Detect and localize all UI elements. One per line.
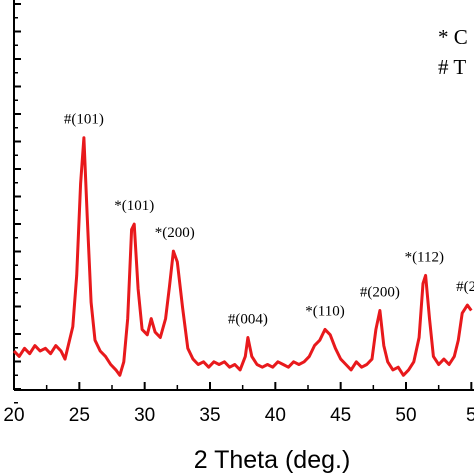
peak-label: *(200): [155, 225, 195, 241]
legend-entry: * C: [438, 25, 468, 49]
x-axis-title: 2 Theta (deg.): [194, 446, 351, 474]
x-tick-label: 25: [69, 405, 90, 426]
peak-label: #(2: [456, 279, 474, 295]
peak-label: *(112): [405, 249, 444, 265]
x-tick-label: 30: [134, 405, 155, 426]
plot-area: [12, 136, 473, 377]
legend: * C # T: [438, 25, 468, 79]
x-tick-label: 50: [395, 405, 416, 426]
peak-label: #(004): [228, 312, 268, 328]
xrd-series-line: [12, 136, 473, 377]
x-tick-label: 5: [466, 405, 474, 426]
peak-label: *(101): [114, 198, 154, 214]
ticks: 20 25 30 35 40 45 50 5: [3, 3, 474, 426]
peak-label: *(110): [305, 303, 344, 319]
legend-entry: # T: [438, 55, 466, 79]
peak-label: #(101): [64, 112, 104, 128]
peak-labels: #(101) *(101)*(200) #(004) *(110) #(200) *(11…: [64, 112, 474, 328]
peak-label: #(200): [360, 285, 400, 301]
x-tick-label: 45: [330, 405, 351, 426]
x-tick-label: 20: [3, 405, 24, 426]
x-tick-label: 35: [199, 405, 220, 426]
x-tick-label: 40: [265, 405, 286, 426]
axes: [13, 0, 474, 391]
